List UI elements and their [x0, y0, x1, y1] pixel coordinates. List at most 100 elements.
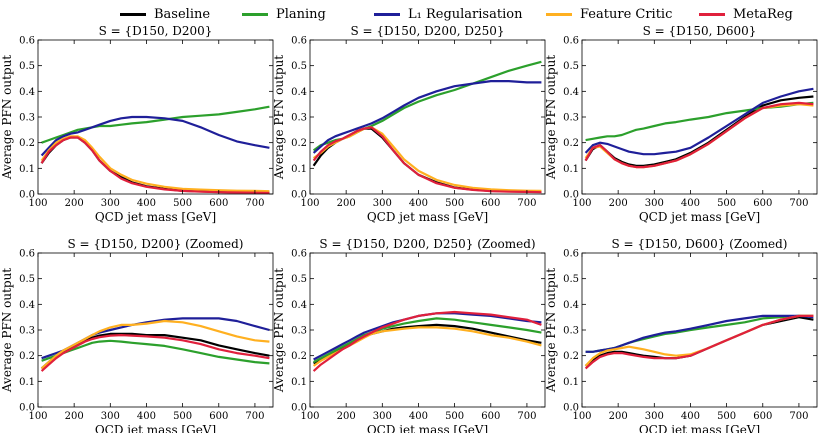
x-tick-label: 700 [245, 411, 264, 422]
legend-swatch [546, 12, 572, 16]
series-line [313, 317, 542, 364]
x-axis-label: QCD jet mass [GeV] [95, 210, 216, 224]
series-line [40, 332, 270, 370]
x-tick-label: 200 [609, 198, 628, 209]
y-tick-label: 0.6 [291, 36, 307, 47]
series-line [312, 126, 542, 194]
x-tick-label: 700 [517, 411, 536, 422]
x-tick-label: 400 [409, 411, 428, 422]
y-tick-label: 0.4 [19, 87, 35, 98]
series-line [40, 115, 270, 157]
x-tick-label: 700 [789, 198, 808, 209]
y-tick-label: 0.0 [19, 403, 35, 414]
x-tick-label: 500 [717, 411, 736, 422]
axes-frame [581, 39, 818, 195]
x-tick-label: 300 [373, 411, 392, 422]
x-tick-label: 500 [445, 411, 464, 422]
series-line [584, 101, 814, 169]
x-tick-label: 600 [753, 411, 772, 422]
legend-swatch [242, 12, 268, 16]
series-line [40, 135, 270, 193]
series-line [40, 334, 270, 372]
legend-label: Baseline [154, 6, 211, 22]
y-axis-label: Average PFN output [0, 268, 14, 393]
axes-frame [581, 252, 818, 408]
x-tick-label: 600 [753, 198, 772, 209]
chart-panel: S = {D150, D200, D250} 100 200 300 400 500 600… [272, 24, 546, 224]
y-tick-label: 0.3 [19, 326, 35, 337]
y-tick-label: 0.0 [563, 403, 579, 414]
y-tick-label: 0.6 [19, 36, 35, 47]
x-tick-label: 400 [409, 198, 428, 209]
axes-frame [37, 252, 274, 408]
chart-title: S = {D150, D600} (Zoomed) [612, 237, 788, 251]
series-line [584, 314, 814, 367]
series-line [585, 314, 814, 353]
y-tick-label: 0.4 [291, 300, 307, 311]
x-tick-label: 500 [717, 198, 736, 209]
x-tick-label: 100 [572, 411, 591, 422]
x-tick-label: 300 [101, 198, 120, 209]
y-tick-label: 0.6 [563, 36, 579, 47]
y-tick-label: 0.5 [291, 274, 307, 285]
series-line [40, 136, 270, 195]
legend-label: L₁ Regularisation [408, 6, 523, 22]
x-axis-label: QCD jet mass [GeV] [639, 210, 760, 224]
y-tick-label: 0.2 [19, 138, 35, 149]
x-axis-label: QCD jet mass [GeV] [367, 423, 488, 433]
x-tick-label: 200 [65, 198, 84, 209]
y-tick-label: 0.0 [291, 190, 307, 201]
x-tick-label: 700 [789, 411, 808, 422]
y-tick-label: 0.1 [563, 377, 579, 388]
y-axis-label: Average PFN output [544, 55, 558, 180]
axes-frame [309, 39, 546, 195]
x-axis-label: QCD jet mass [GeV] [367, 210, 488, 224]
x-tick-label: 100 [28, 411, 47, 422]
y-axis-label: Average PFN output [272, 55, 286, 180]
x-tick-label: 200 [337, 411, 356, 422]
y-tick-label: 0.1 [291, 164, 307, 175]
y-tick-label: 0.3 [563, 113, 579, 124]
x-axis-label: QCD jet mass [GeV] [639, 423, 760, 433]
y-tick-label: 0.5 [291, 61, 307, 72]
x-tick-label: 100 [572, 198, 591, 209]
chart-panel: S = {D150, D200, D250} (Zoomed) 100 200 300… [272, 237, 546, 433]
x-tick-label: 100 [300, 198, 319, 209]
legend-item: Planing [242, 6, 326, 22]
y-tick-label: 0.6 [291, 249, 307, 260]
series-line [40, 319, 270, 370]
chart-panel: S = {D150, D200} (Zoomed) 100 200 300 400 500… [0, 237, 274, 433]
y-tick-label: 0.2 [19, 351, 35, 362]
chart-title: S = {D150, D200} (Zoomed) [68, 237, 244, 251]
x-tick-label: 300 [645, 411, 664, 422]
chart-panel: S = {D150, D600} (Zoomed) 100 200 300 400 500… [544, 237, 818, 433]
legend-swatch [699, 12, 725, 16]
chart-title: S = {D150, D200, D250} (Zoomed) [319, 237, 535, 251]
y-tick-label: 0.4 [563, 300, 579, 311]
x-tick-label: 400 [137, 411, 156, 422]
y-axis-label: Average PFN output [544, 268, 558, 393]
y-tick-label: 0.3 [563, 326, 579, 337]
y-axis-label: Average PFN output [0, 55, 14, 180]
legend-swatch [374, 12, 400, 16]
y-tick-label: 0.5 [563, 274, 579, 285]
x-tick-label: 400 [681, 411, 700, 422]
y-tick-label: 0.1 [291, 377, 307, 388]
series-layer [584, 314, 814, 370]
y-tick-label: 0.3 [291, 113, 307, 124]
x-tick-label: 300 [373, 198, 392, 209]
series-layer [40, 317, 270, 372]
series-layer [40, 105, 270, 195]
x-tick-label: 300 [645, 198, 664, 209]
y-tick-label: 0.0 [563, 190, 579, 201]
series-line [313, 312, 542, 361]
y-tick-label: 0.4 [563, 87, 579, 98]
legend: Baseline Planing L₁ Regularisation Feature … [0, 2, 830, 26]
x-tick-label: 200 [337, 198, 356, 209]
x-tick-label: 700 [245, 198, 264, 209]
x-tick-label: 600 [209, 411, 228, 422]
y-tick-label: 0.6 [563, 249, 579, 260]
series-layer [584, 87, 814, 169]
series-layer [312, 310, 542, 372]
y-axis-label: Average PFN output [272, 268, 286, 393]
